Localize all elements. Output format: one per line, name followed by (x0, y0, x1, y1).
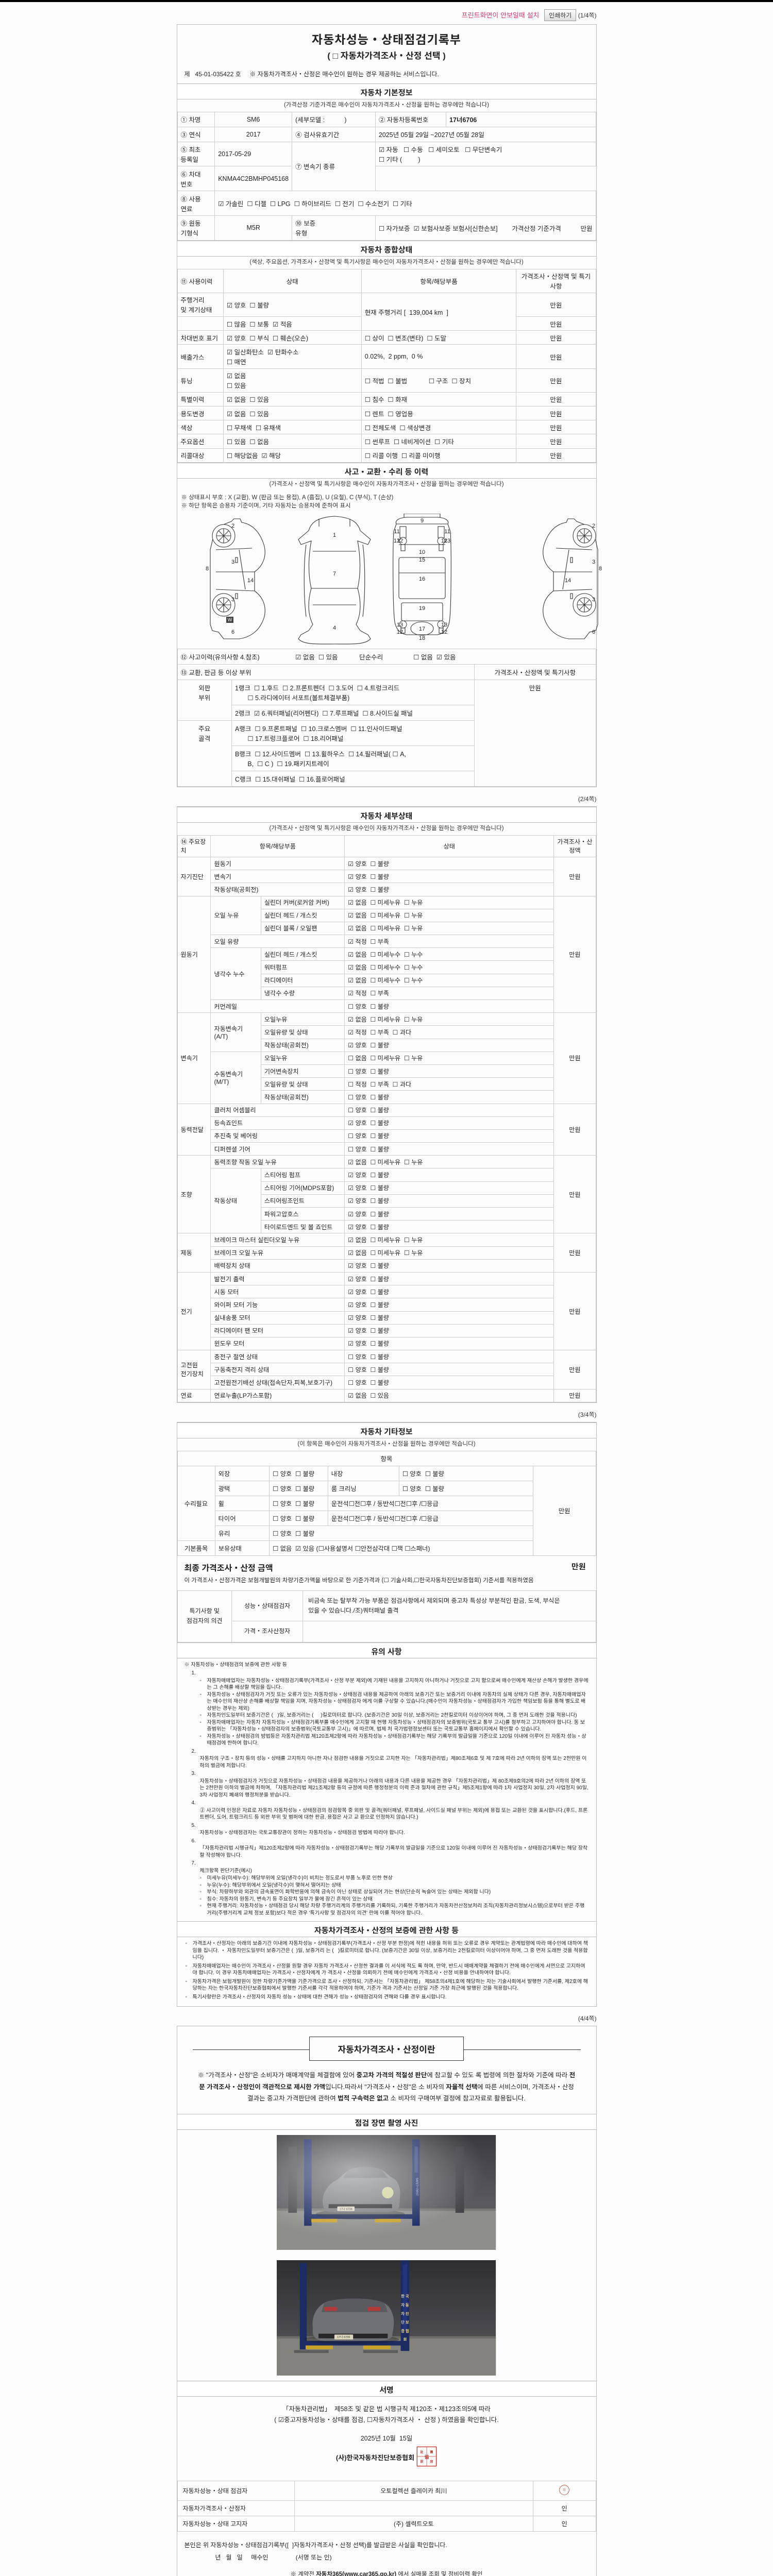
svg-text:11: 11 (444, 529, 450, 535)
svg-text:協: 協 (425, 2454, 429, 2460)
svg-text:12: 12 (396, 629, 402, 635)
svg-text:13: 13 (396, 622, 402, 628)
svg-text:19: 19 (418, 605, 425, 612)
svg-text:3: 3 (231, 597, 234, 603)
svg-text:診: 診 (421, 2460, 424, 2464)
svg-text:15: 15 (418, 557, 425, 563)
svg-text:14: 14 (247, 578, 253, 584)
svg-text:團: 團 (430, 2450, 433, 2454)
svg-text:7: 7 (332, 571, 335, 577)
svg-text:社: 社 (421, 2450, 424, 2454)
svg-text:16: 16 (418, 576, 425, 582)
svg-text:단 보: 단 보 (401, 2320, 410, 2325)
svg-text:3: 3 (592, 597, 595, 603)
svg-text:11: 11 (394, 529, 399, 535)
svg-text:6: 6 (592, 629, 595, 635)
svg-text:8: 8 (598, 566, 601, 572)
svg-text:8: 8 (205, 566, 208, 572)
svg-text:4: 4 (332, 625, 335, 631)
svg-text:1: 1 (332, 532, 335, 538)
svg-text:증 협: 증 협 (401, 2329, 409, 2333)
svg-text:13: 13 (441, 622, 447, 628)
svg-text:14: 14 (564, 578, 570, 584)
svg-text:印: 印 (563, 2488, 566, 2492)
svg-text:W: W (227, 617, 232, 622)
svg-text:2: 2 (592, 523, 595, 529)
svg-text:자 동: 자 동 (401, 2303, 410, 2308)
svg-text:18: 18 (418, 635, 425, 641)
svg-text:保: 保 (429, 2460, 433, 2464)
svg-text:9: 9 (420, 518, 423, 524)
svg-text:6: 6 (231, 629, 234, 635)
svg-text:10: 10 (418, 549, 425, 555)
svg-text:13: 13 (444, 538, 450, 544)
svg-text:13: 13 (393, 538, 399, 544)
svg-text:3: 3 (592, 559, 595, 565)
svg-text:차 진: 차 진 (401, 2312, 410, 2316)
svg-text:12: 12 (441, 629, 447, 635)
svg-text:한 국: 한 국 (401, 2294, 410, 2299)
svg-text:17: 17 (418, 626, 425, 632)
svg-text:3: 3 (231, 559, 234, 565)
svg-text:2: 2 (231, 523, 234, 529)
